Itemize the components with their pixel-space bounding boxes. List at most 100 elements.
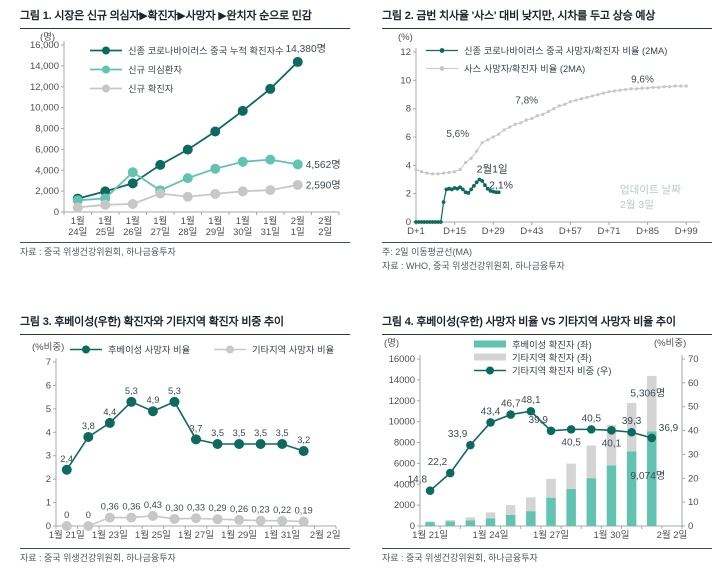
- svg-text:28일: 28일: [178, 227, 197, 238]
- svg-text:후베이성 사망자 비율: 후베이성 사망자 비율: [108, 345, 191, 355]
- svg-text:(%): (%): [398, 32, 413, 43]
- svg-text:60: 60: [688, 378, 699, 389]
- figure-3-footer: 자료 : 중국 위생건강위원회, 하나금융투자: [20, 548, 350, 566]
- svg-text:40: 40: [688, 426, 699, 437]
- svg-text:48,1: 48,1: [521, 395, 541, 406]
- svg-text:3,8: 3,8: [82, 421, 95, 431]
- svg-text:D+57: D+57: [559, 226, 582, 237]
- svg-text:12: 12: [400, 47, 411, 58]
- svg-text:0: 0: [688, 521, 693, 532]
- svg-text:2000: 2000: [394, 500, 415, 511]
- svg-text:1월: 1월: [263, 215, 277, 227]
- svg-text:31일: 31일: [261, 227, 280, 238]
- svg-text:D+85: D+85: [636, 226, 659, 237]
- svg-text:2월: 2월: [318, 215, 332, 227]
- figure-4-source: 자료 : 중국 위생건강위원회, 하나금융투자: [382, 553, 538, 563]
- svg-text:D+71: D+71: [598, 226, 621, 237]
- svg-text:1월: 1월: [126, 215, 140, 227]
- svg-text:2: 2: [46, 474, 51, 485]
- svg-text:3,5: 3,5: [211, 428, 224, 438]
- figure-2-chart: 0 2 4 6 8 10 12 D+1 D+15 D+29 D+43 D+57 D+71 D+85 D+99…: [398, 32, 700, 237]
- svg-text:1일: 1일: [291, 227, 305, 238]
- svg-text:0: 0: [64, 510, 69, 520]
- svg-text:14,000: 14,000: [30, 61, 59, 72]
- figure-3-source: 자료 : 중국 위생건강위원회, 하나금융투자: [20, 553, 176, 563]
- svg-text:2월: 2월: [291, 215, 305, 227]
- svg-text:3,7: 3,7: [190, 423, 203, 433]
- figure-2-footer: 주: 2일 이동평균선(MA) 자료 : WHO, 중국 위생건강위원회, 하나…: [382, 242, 712, 273]
- figure-2-source: 자료 : WHO, 중국 위생건강위원회, 하나금융투자: [382, 260, 565, 271]
- svg-text:70: 70: [688, 354, 699, 365]
- svg-text:4000: 4000: [394, 479, 415, 490]
- svg-text:1월: 1월: [71, 215, 85, 227]
- svg-text:9,074명: 9,074명: [630, 470, 665, 482]
- svg-text:0: 0: [406, 217, 411, 228]
- svg-text:10000: 10000: [389, 417, 415, 428]
- svg-text:6: 6: [406, 132, 411, 143]
- svg-text:29일: 29일: [206, 227, 225, 238]
- svg-text:36,9: 36,9: [659, 423, 679, 434]
- svg-text:0,36: 0,36: [101, 502, 119, 512]
- svg-text:업데이트 날짜: 업데이트 날짜: [620, 183, 681, 196]
- svg-text:7,8%: 7,8%: [515, 96, 538, 107]
- svg-text:신규 확진자: 신규 확진자: [128, 83, 174, 94]
- svg-text:3: 3: [46, 451, 51, 462]
- svg-text:10,000: 10,000: [30, 103, 59, 114]
- svg-text:D+43: D+43: [520, 226, 543, 237]
- svg-text:0,33: 0,33: [187, 502, 205, 512]
- svg-text:(명): (명): [384, 338, 399, 349]
- svg-text:8000: 8000: [394, 438, 415, 449]
- svg-text:2,1%: 2,1%: [489, 180, 513, 192]
- svg-text:3,2: 3,2: [297, 435, 310, 445]
- figure-1-footer: 자료 : 중국 위생건강위원회, 하나금융투자: [20, 242, 350, 260]
- svg-text:1월 29일: 1월 29일: [221, 529, 257, 541]
- svg-text:12,000: 12,000: [30, 82, 59, 93]
- svg-text:0,29: 0,29: [208, 503, 226, 513]
- svg-text:7: 7: [46, 357, 51, 368]
- svg-text:40,1: 40,1: [602, 438, 622, 449]
- svg-text:0,26: 0,26: [230, 504, 248, 514]
- svg-text:1월: 1월: [98, 215, 112, 227]
- svg-text:D+1: D+1: [407, 226, 425, 237]
- svg-text:40,5: 40,5: [561, 437, 581, 448]
- svg-text:2월 2일: 2월 2일: [657, 529, 688, 541]
- svg-text:1월 25일: 1월 25일: [135, 529, 171, 541]
- svg-text:4: 4: [406, 160, 411, 171]
- svg-text:6: 6: [46, 380, 51, 391]
- svg-text:10: 10: [400, 75, 411, 86]
- figure-2-note: 주: 2일 이동평균선(MA): [382, 247, 472, 257]
- svg-text:4,562명: 4,562명: [306, 159, 341, 171]
- svg-text:16000: 16000: [389, 354, 415, 365]
- svg-text:5,3: 5,3: [125, 386, 138, 396]
- svg-text:1월 21일: 1월 21일: [412, 529, 448, 541]
- figure-4-title: 그림 4. 후베이성(우한) 사망자 비율 VS 기타지역 사망자 비율 추이: [382, 310, 712, 335]
- figure-3-panel: 그림 3. 후베이성(우한) 확진자와 기타지역 확진자 비중 추이 0 1 2 3 4…: [20, 310, 350, 566]
- svg-text:2,4: 2,4: [60, 454, 73, 464]
- svg-text:43,4: 43,4: [481, 406, 501, 417]
- svg-text:신종 코로나바이러스 중국 사망자/확진자 비율 (2MA): 신종 코로나바이러스 중국 사망자/확진자 비율 (2MA): [464, 45, 667, 56]
- svg-text:0,30: 0,30: [165, 503, 183, 513]
- figure-4-chart: 0 2000 4000 6000 8000 10000 12000 14000 16000 0 10…: [384, 338, 699, 541]
- svg-text:기타지역 사망자 비율: 기타지역 사망자 비율: [252, 345, 335, 355]
- svg-text:2: 2: [406, 189, 411, 200]
- svg-text:6,000: 6,000: [35, 144, 59, 155]
- figure-1-source: 자료 : 중국 위생건강위원회, 하나금융투자: [20, 247, 176, 257]
- figure-2-title: 그림 2. 금번 치사율 '사스' 대비 낮지만, 시차를 두고 상승 예상: [382, 4, 712, 29]
- svg-text:30일: 30일: [233, 227, 252, 238]
- svg-text:26일: 26일: [123, 227, 142, 238]
- svg-text:46,7: 46,7: [501, 399, 521, 410]
- svg-text:0,43: 0,43: [144, 500, 162, 510]
- svg-text:신규 의심환자: 신규 의심환자: [128, 64, 182, 75]
- svg-text:14000: 14000: [389, 375, 415, 386]
- svg-text:0: 0: [54, 207, 59, 218]
- figure-4-footer: 자료 : 중국 위생건강위원회, 하나금융투자: [382, 548, 712, 566]
- svg-text:1월 21일: 1월 21일: [49, 529, 85, 541]
- svg-text:14,8: 14,8: [408, 475, 428, 486]
- svg-text:1월 24일: 1월 24일: [473, 529, 509, 541]
- svg-text:1월 27일: 1월 27일: [178, 529, 214, 541]
- svg-text:0: 0: [410, 521, 415, 532]
- svg-text:0,22: 0,22: [273, 505, 291, 515]
- svg-text:3,5: 3,5: [276, 428, 289, 438]
- svg-text:39,3: 39,3: [622, 416, 642, 427]
- svg-text:0,19: 0,19: [295, 506, 313, 516]
